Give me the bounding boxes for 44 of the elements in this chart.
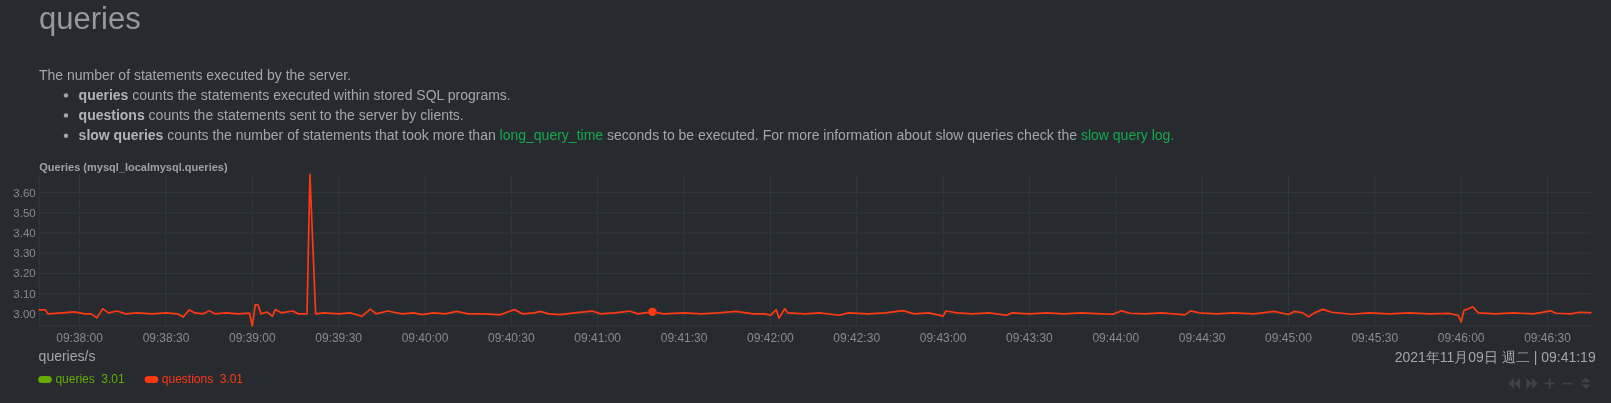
text: questions	[78, 107, 145, 123]
x-tick-label: 09:45:30	[1351, 330, 1399, 345]
y-tick-label: 3.10	[13, 287, 36, 300]
text: seconds to be executed. For more information about slow queries check the	[603, 127, 1081, 144]
text: slow query log.	[1080, 127, 1175, 144]
x-tick-label: 09:42:30	[833, 330, 881, 345]
x-tick-label: 09:44:00	[1092, 330, 1140, 345]
x-tick-label: 09:38:30	[142, 330, 190, 345]
x-tick-label: 09:43:00	[919, 330, 967, 345]
text: 2021年11月09日 週二 | 09:41:19	[1394, 349, 1596, 366]
y-tick-label: 3.30	[13, 247, 36, 260]
x-tick-label: 09:44:30	[1178, 330, 1226, 345]
legend-label: queries	[55, 372, 95, 386]
x-tick-label: 09:40:00	[401, 330, 449, 345]
x-tick-label: 09:46:00	[1437, 330, 1485, 345]
legend-label: questions	[161, 372, 214, 386]
text: queries	[78, 87, 129, 103]
text: Queries (mysql_localmysql.queries)	[39, 160, 228, 173]
x-tick-label: 09:46:30	[1524, 330, 1572, 345]
x-tick-label: 09:43:30	[1006, 330, 1054, 345]
chart-title: queries	[39, 1, 141, 36]
x-tick-label: 09:38:00	[56, 330, 104, 345]
y-tick-label: 3.60	[13, 186, 36, 199]
y-tick-label: 3.40	[13, 226, 36, 239]
text: long_query_time	[499, 127, 604, 144]
line-series	[38, 173, 1592, 327]
x-tick-label: 09:40:30	[488, 330, 536, 345]
y-tick-label: 3.00	[13, 307, 36, 320]
text: counts the statements executed within stored SQL programs.	[128, 87, 511, 103]
x-tick-label: 09:41:00	[574, 330, 622, 345]
text: counts the statements sent to the server by clients.	[144, 107, 464, 123]
text: 3.01	[101, 372, 125, 386]
y-tick-label: 3.20	[13, 267, 36, 280]
x-tick-label: 09:39:30	[315, 330, 363, 345]
text: 3.01	[219, 372, 244, 386]
x-tick-label: 09:45:00	[1265, 330, 1313, 345]
text: counts the number of statements that took more than	[163, 127, 500, 144]
chart-subtitle: The number of statements executed by the server.	[39, 67, 352, 83]
y-tick-label: 3.50	[13, 206, 36, 219]
x-tick-label: 09:41:30	[660, 330, 708, 345]
text: queries/s	[38, 348, 96, 365]
x-tick-label: 09:39:00	[228, 330, 277, 345]
text: slow queries	[78, 127, 164, 144]
x-tick-label: 09:42:00	[747, 330, 795, 345]
